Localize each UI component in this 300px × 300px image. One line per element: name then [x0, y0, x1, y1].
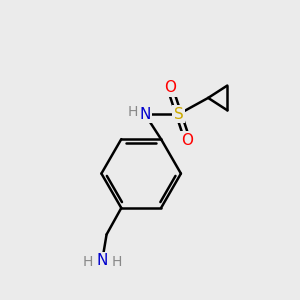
Text: N: N: [139, 106, 151, 122]
Text: H: H: [82, 256, 93, 269]
Text: O: O: [182, 133, 194, 148]
Text: H: H: [127, 105, 138, 119]
Text: H: H: [112, 256, 122, 269]
Text: N: N: [97, 254, 108, 268]
Text: S: S: [174, 106, 184, 122]
Text: O: O: [164, 80, 176, 95]
